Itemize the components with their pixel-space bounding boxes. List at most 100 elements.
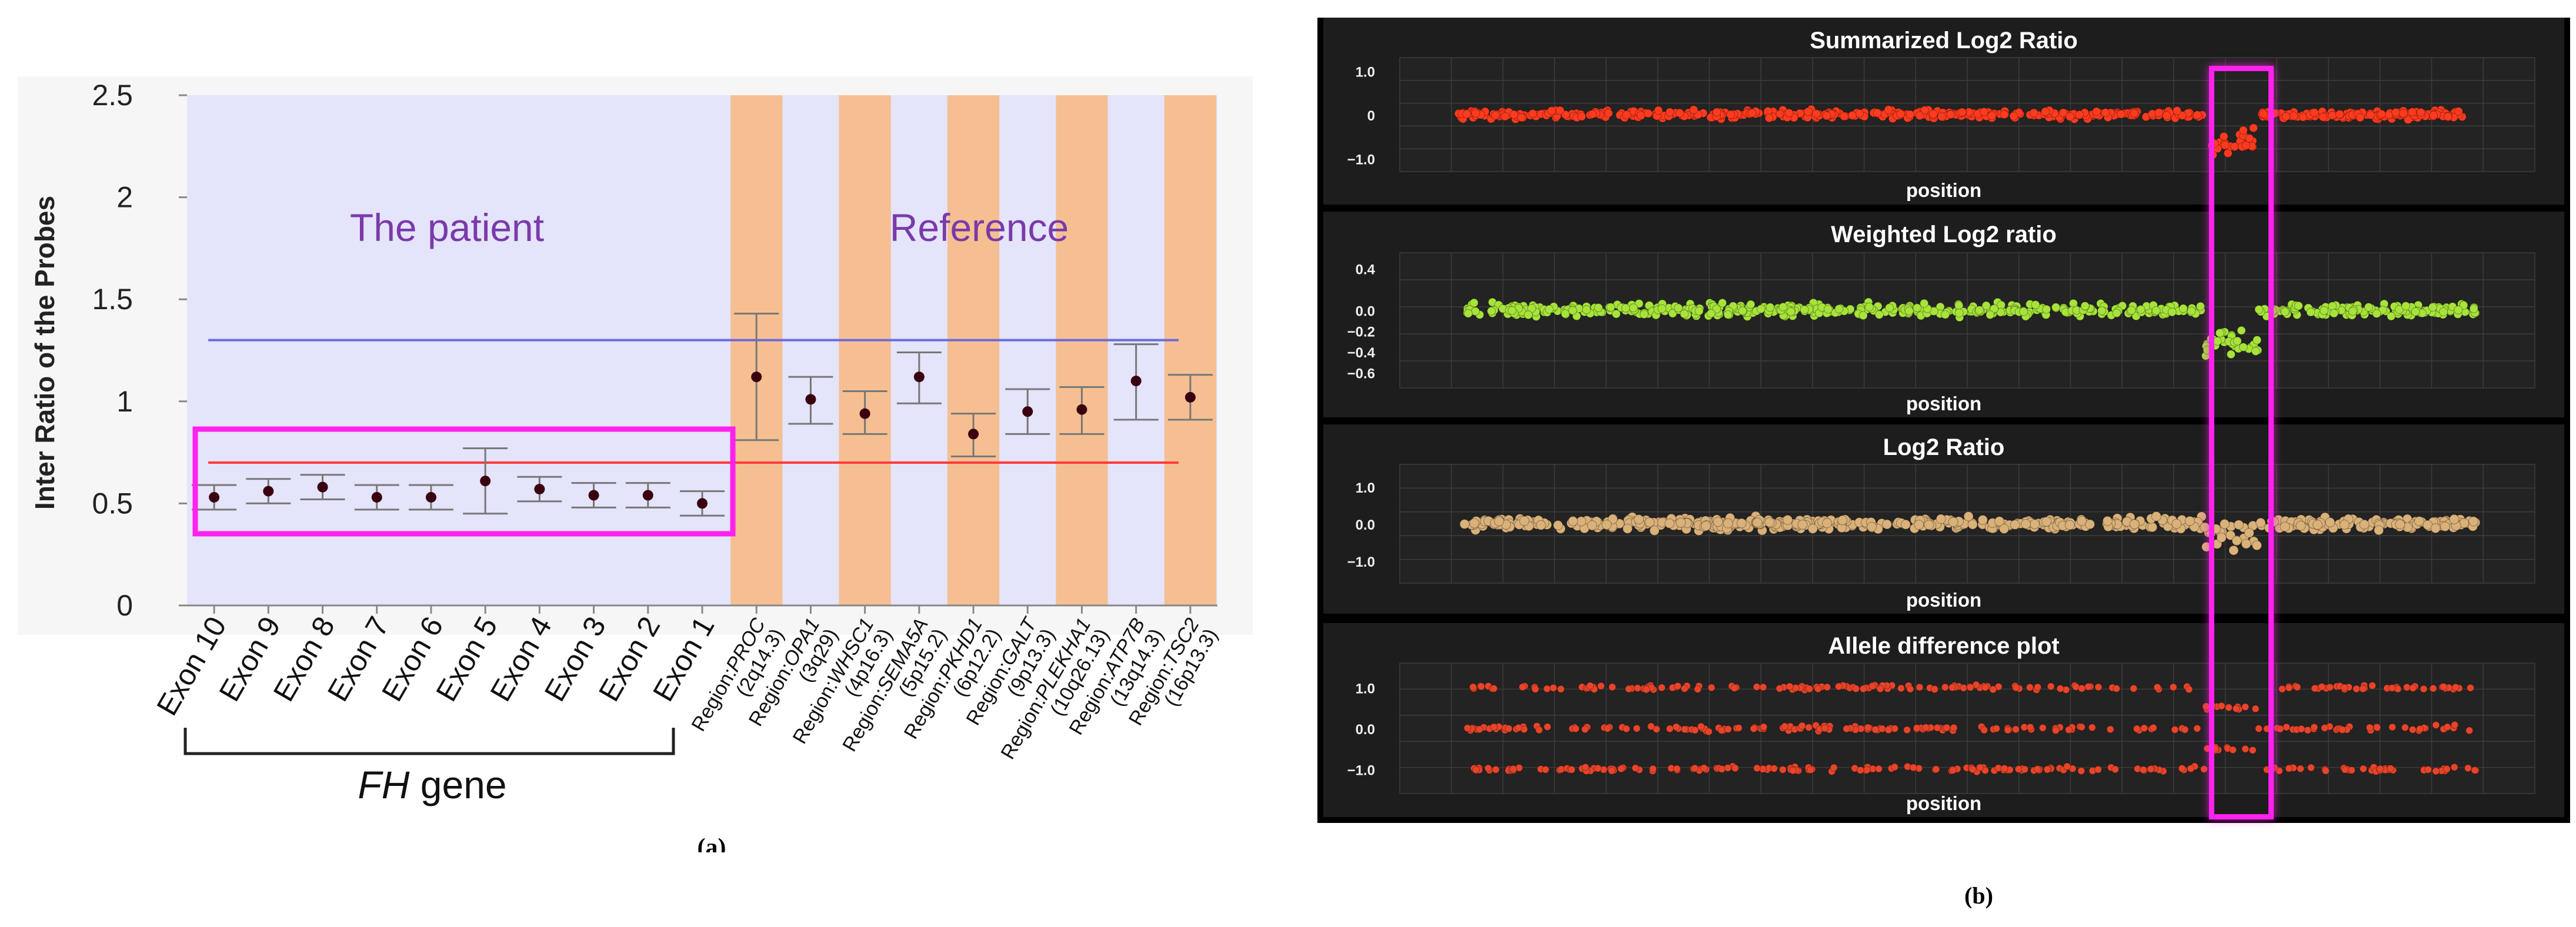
data-point — [1804, 107, 1813, 116]
data-point — [2238, 343, 2248, 352]
gene-suffix: gene — [421, 763, 507, 806]
data-point — [2231, 536, 2242, 546]
data-point — [1920, 106, 1929, 115]
data-point — [2196, 302, 2205, 311]
data-point — [2178, 764, 2186, 772]
y-tick-label: 1 — [116, 385, 133, 418]
data-point — [1814, 685, 1822, 693]
data-point — [2335, 109, 2344, 119]
data-point — [2414, 516, 2424, 527]
data-point — [1909, 764, 1917, 772]
data-point — [1549, 684, 1557, 692]
y-tick-label: −1.0 — [1347, 762, 1375, 778]
data-point — [2113, 684, 2121, 692]
data-point — [2359, 519, 2370, 530]
data-point — [2321, 724, 2329, 732]
data-point — [1950, 724, 1958, 732]
data-point — [2355, 113, 2365, 122]
data-point — [1594, 764, 1602, 772]
y-tick-label: 0.0 — [1356, 517, 1375, 533]
data-point — [1863, 766, 1871, 774]
data-point — [2340, 684, 2348, 692]
data-point — [1843, 725, 1851, 733]
data-point — [2251, 705, 2260, 713]
data-point — [2216, 533, 2227, 543]
data-point — [2408, 725, 2417, 734]
data-point — [1922, 724, 1930, 732]
data-point — [1884, 105, 1893, 115]
data-points — [1454, 105, 2467, 159]
data-point — [1786, 307, 1796, 316]
data-point — [2237, 326, 2246, 335]
data-point — [1691, 726, 1699, 734]
data-point — [1509, 765, 1517, 773]
data-point — [1130, 376, 1142, 387]
data-point — [2338, 726, 2347, 734]
data-point — [2387, 312, 2396, 321]
data-point — [1875, 765, 1883, 773]
data-point — [2012, 684, 2020, 692]
data-point — [859, 408, 870, 419]
data-point — [2294, 301, 2303, 310]
data-point — [1536, 520, 1546, 530]
data-point — [1494, 516, 1504, 527]
data-point — [2171, 518, 2182, 529]
gene-bracket — [183, 728, 675, 755]
error-bar — [1167, 374, 1213, 421]
data-point — [2051, 303, 2061, 312]
data-point — [1786, 682, 1794, 691]
data-point — [2094, 765, 2102, 774]
group-label-patient: The patient — [350, 206, 544, 249]
data-point — [1527, 304, 1536, 313]
data-point — [1601, 520, 1612, 530]
data-point — [1500, 112, 1510, 121]
data-point — [2042, 304, 2051, 314]
data-point — [2440, 682, 2448, 691]
data-point — [1949, 766, 1957, 774]
data-point — [2220, 518, 2230, 529]
data-point — [2241, 140, 2251, 150]
data-point — [2047, 682, 2055, 691]
x-axis-label: position — [1906, 393, 1981, 414]
data-point — [1746, 300, 1756, 309]
data-point — [1519, 516, 1530, 526]
data-point — [1472, 766, 1480, 774]
data-point — [1764, 113, 1774, 123]
data-point — [2000, 110, 2009, 119]
data-point — [1724, 764, 1732, 772]
data-point — [1644, 109, 1653, 118]
data-point — [2012, 725, 2020, 734]
data-point — [2041, 516, 2052, 527]
data-point — [1864, 724, 1872, 732]
data-point — [2219, 132, 2228, 141]
data-point — [1463, 309, 1473, 318]
data-point — [2185, 685, 2193, 694]
data-point — [2387, 765, 2395, 772]
data-point — [2147, 765, 2155, 773]
data-point — [2411, 307, 2420, 316]
data-point — [1784, 108, 1794, 118]
data-point — [1882, 519, 1892, 530]
data-point — [2359, 765, 2367, 773]
data-point — [2420, 685, 2428, 693]
highlight-box — [192, 426, 736, 537]
y-tick-label: 0.0 — [1356, 303, 1375, 319]
data-point — [1487, 306, 1496, 316]
data-point — [2401, 302, 2411, 310]
data-point — [1654, 106, 1663, 115]
data-point — [1507, 306, 1517, 315]
data-point — [2325, 517, 2335, 527]
y-tick-label: −0.6 — [1347, 366, 1375, 381]
data-point — [2133, 725, 2141, 733]
data-point — [1657, 304, 1667, 313]
y-tick-label: 2.5 — [92, 79, 133, 112]
data-point — [1676, 517, 1686, 528]
data-point — [1976, 764, 1984, 772]
data-point — [2459, 300, 2468, 310]
data-point — [1858, 311, 1868, 320]
data-point — [1629, 303, 1638, 313]
data-point — [1753, 764, 1761, 772]
error-bar — [517, 476, 562, 503]
data-point — [1588, 109, 1597, 119]
data-point — [1608, 683, 1616, 691]
